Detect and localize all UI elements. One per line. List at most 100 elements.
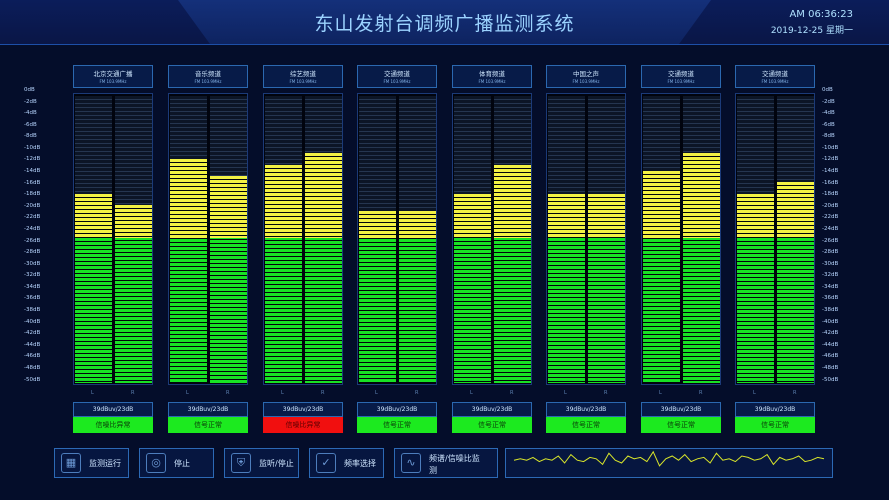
right-channel-label: R bbox=[604, 390, 608, 396]
right-channel-label: R bbox=[131, 390, 135, 396]
level-fill-left bbox=[454, 193, 491, 383]
right-channel-label: R bbox=[699, 390, 703, 396]
clock-time: AM 06:36:23 bbox=[789, 9, 853, 20]
level-bar-left bbox=[737, 96, 774, 383]
level-fill-right bbox=[115, 205, 152, 383]
channel-name-box[interactable]: 综艺频道 FM 103.9MHz bbox=[263, 65, 343, 88]
right-channel-label: R bbox=[226, 390, 230, 396]
level-fill-left bbox=[265, 164, 302, 383]
channel-name: 中国之声 bbox=[573, 70, 599, 78]
stop-button[interactable]: ◎ 停止 bbox=[139, 448, 214, 478]
spectrum-waveform-panel bbox=[505, 448, 833, 478]
scale-tick: -4dB bbox=[24, 110, 37, 117]
level-bar-left bbox=[548, 96, 585, 383]
status-badge: 信号正常 bbox=[641, 417, 721, 433]
scale-tick: -42dB bbox=[24, 330, 41, 337]
scale-tick: -22dB bbox=[24, 214, 41, 221]
level-meter bbox=[263, 93, 343, 385]
scale-tick: -14dB bbox=[24, 168, 41, 175]
level-fill-left bbox=[643, 170, 680, 383]
channel-name: 音乐频道 bbox=[195, 70, 221, 78]
level-fill-right bbox=[494, 164, 531, 383]
scale-tick: -8dB bbox=[24, 133, 37, 140]
scale-tick: -30dB bbox=[24, 260, 41, 267]
scale-tick: -32dB bbox=[24, 272, 41, 279]
scale-tick: -48dB bbox=[24, 364, 41, 371]
signal-value: 39dBuv/23dB bbox=[168, 402, 248, 417]
scale-tick: -18dB bbox=[822, 191, 839, 198]
listen-shield-icon: ⛨ bbox=[231, 453, 251, 473]
channel-name-box[interactable]: 交通频道 FM 103.9MHz bbox=[641, 65, 721, 88]
level-bar-left bbox=[265, 96, 302, 383]
left-channel-label: L bbox=[375, 390, 378, 396]
left-channel-label: L bbox=[659, 390, 662, 396]
signal-value: 39dBuv/23dB bbox=[735, 402, 815, 417]
channel-name-box[interactable]: 北京交通广播 FM 103.9MHz bbox=[73, 65, 153, 88]
frequency-select-button[interactable]: ✓ 频率选择 bbox=[309, 448, 384, 478]
channel-name-box[interactable]: 交通频道 FM 103.9MHz bbox=[735, 65, 815, 88]
channel-name-box[interactable]: 中国之声 FM 103.9MHz bbox=[546, 65, 626, 88]
scale-tick: 0dB bbox=[24, 87, 35, 93]
level-fill-right bbox=[305, 153, 342, 383]
scale-tick: -28dB bbox=[24, 249, 41, 256]
channel-name-box[interactable]: 交通频道 FM 103.9MHz bbox=[357, 65, 437, 88]
scale-tick: -10dB bbox=[822, 144, 839, 151]
status-badge: 信号正常 bbox=[546, 417, 626, 433]
channel-freq: FM 103.9MHz bbox=[478, 79, 506, 84]
left-db-scale: 0dB -2dB -4dB -6dB -8dB -10dB -12dB -14d… bbox=[0, 87, 40, 390]
signal-value: 39dBuv/23dB bbox=[641, 402, 721, 417]
scale-tick: -6dB bbox=[822, 121, 835, 128]
channel-name: 交通频道 bbox=[762, 70, 788, 78]
scale-tick: -16dB bbox=[24, 179, 41, 186]
clock-date: 2019-12-25 星期一 bbox=[770, 26, 853, 36]
scale-tick: -32dB bbox=[822, 272, 839, 279]
level-bar-left bbox=[359, 96, 396, 383]
scale-tick: -24dB bbox=[24, 225, 41, 232]
stop-icon: ◎ bbox=[146, 453, 166, 473]
scale-tick: 0dB bbox=[822, 87, 833, 93]
channel-name-box[interactable]: 体育频道 FM 103.9MHz bbox=[452, 65, 532, 88]
scale-tick: -12dB bbox=[24, 156, 41, 163]
control-label: 停止 bbox=[174, 459, 190, 468]
level-meter bbox=[546, 93, 626, 385]
status-badge: 信号正常 bbox=[452, 417, 532, 433]
channel-freq: FM 103.9MHz bbox=[99, 79, 127, 84]
scale-tick: -50dB bbox=[24, 376, 41, 383]
spectrum-monitor-button[interactable]: ∿ 频谱/信噪比监测 bbox=[394, 448, 498, 478]
scale-tick: -50dB bbox=[822, 376, 839, 383]
scale-tick: -12dB bbox=[822, 156, 839, 163]
left-channel-label: L bbox=[91, 390, 94, 396]
status-badge: 信号正常 bbox=[735, 417, 815, 433]
scale-tick: -36dB bbox=[822, 295, 839, 302]
channel-name-box[interactable]: 音乐频道 FM 103.9MHz bbox=[168, 65, 248, 88]
level-bar-right bbox=[305, 96, 342, 383]
channel-name: 交通频道 bbox=[384, 70, 410, 78]
scale-tick: -44dB bbox=[822, 341, 839, 348]
status-badge: 信号正常 bbox=[168, 417, 248, 433]
channel-freq: FM 103.9MHz bbox=[761, 79, 789, 84]
level-bar-right bbox=[777, 96, 814, 383]
listen-stop-button[interactable]: ⛨ 监听/停止 bbox=[224, 448, 299, 478]
signal-value: 39dBuv/23dB bbox=[73, 402, 153, 417]
control-label: 频谱/信噪比监测 bbox=[429, 454, 480, 475]
scale-tick: -22dB bbox=[822, 214, 839, 221]
monitor-run-icon: ▦ bbox=[61, 453, 81, 473]
left-channel-label: L bbox=[470, 390, 473, 396]
scale-tick: -44dB bbox=[24, 341, 41, 348]
scale-tick: -46dB bbox=[24, 353, 41, 360]
scale-tick: -40dB bbox=[24, 318, 41, 325]
right-channel-label: R bbox=[793, 390, 797, 396]
level-fill-left bbox=[170, 159, 207, 383]
spectrum-waveform bbox=[513, 450, 825, 467]
scale-tick: -8dB bbox=[822, 133, 835, 140]
level-fill-left bbox=[359, 210, 396, 383]
scale-tick: -4dB bbox=[822, 110, 835, 117]
scale-tick: -20dB bbox=[24, 202, 41, 209]
channel-freq: FM 103.9MHz bbox=[383, 79, 411, 84]
scale-tick: -48dB bbox=[822, 364, 839, 371]
spectrum-icon: ∿ bbox=[401, 453, 421, 473]
monitor-run-button[interactable]: ▦ 监测运行 bbox=[54, 448, 129, 478]
channel-name: 体育频道 bbox=[479, 70, 505, 78]
channel-name: 交通频道 bbox=[668, 70, 694, 78]
scale-tick: -10dB bbox=[24, 144, 41, 151]
